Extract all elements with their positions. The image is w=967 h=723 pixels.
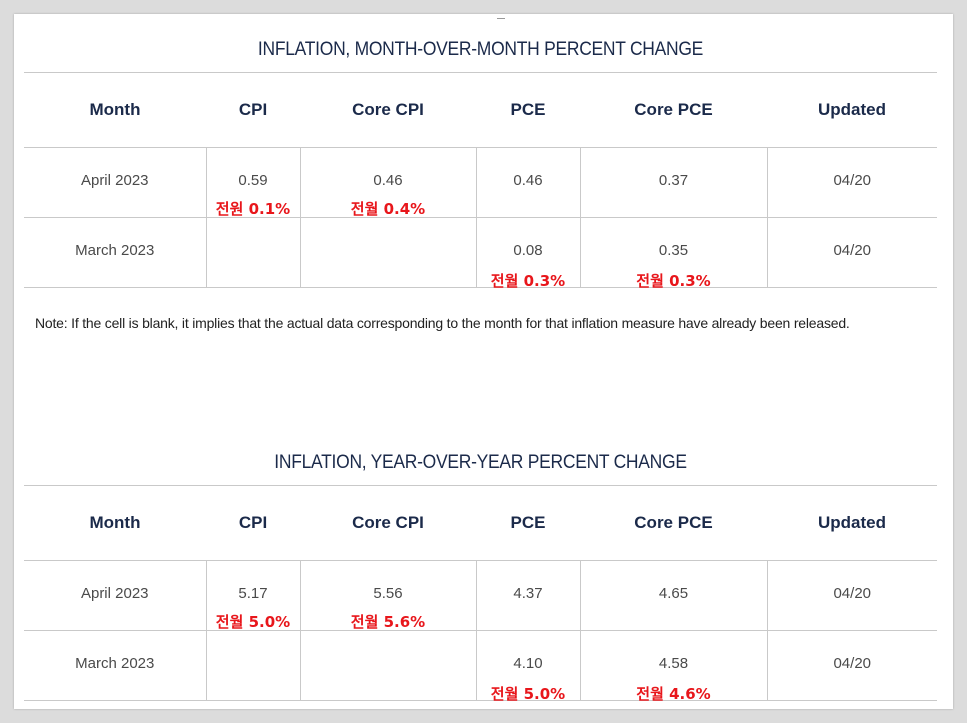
cell-pce: 0.08 전월 0.3% <box>475 217 580 290</box>
cell-core-cpi: 5.56 전월 5.6% <box>299 560 476 631</box>
cell-updated: 04/20 <box>766 147 937 218</box>
cell-pce: 0.46 <box>475 147 580 218</box>
table-row: March 2023 4.10 전월 5.0% 4.58 전월 4.6% 04/… <box>24 630 937 703</box>
cpi-annotation: 전원 0.1% <box>215 200 291 218</box>
cpi-annotation: 전월 5.0% <box>215 613 291 631</box>
blank-cell-note: Note: If the cell is blank, it implies t… <box>35 315 850 331</box>
cell-core-pce: 0.35 전월 0.3% <box>579 217 767 290</box>
cell-cpi: 5.17 전월 5.0% <box>205 560 300 631</box>
cell-cpi: 0.59 전원 0.1% <box>205 147 300 218</box>
header-updated: Updated <box>767 72 937 148</box>
cell-cpi <box>205 630 300 701</box>
header-cpi: CPI <box>206 485 300 561</box>
header-pce: PCE <box>476 485 580 561</box>
cell-month: March 2023 <box>24 217 206 288</box>
table-row: March 2023 0.08 전월 0.3% 0.35 전월 0.3% 04/… <box>24 217 937 290</box>
mom-table: Month CPI Core CPI PCE Core PCE Updated … <box>24 72 937 290</box>
yoy-title: INFLATION, YEAR-OVER-YEAR PERCENT CHANGE <box>274 452 687 473</box>
cell-month: April 2023 <box>24 560 206 631</box>
cell-month: March 2023 <box>24 630 206 701</box>
mom-header-row: Month CPI Core CPI PCE Core PCE Updated <box>24 72 937 148</box>
header-core-cpi: Core CPI <box>300 485 476 561</box>
table-row: April 2023 0.59 전원 0.1% 0.46 전월 0.4% 0.4… <box>24 147 937 218</box>
pce-annotation: 전월 5.0% <box>490 685 566 703</box>
table-row: April 2023 5.17 전월 5.0% 5.56 전월 5.6% 4.3… <box>24 560 937 631</box>
mom-section: INFLATION, MONTH-OVER-MONTH PERCENT CHAN… <box>24 28 937 290</box>
cell-updated: 04/20 <box>766 630 937 701</box>
cell-month: April 2023 <box>24 147 206 218</box>
cell-updated: 04/20 <box>766 560 937 631</box>
header-core-pce: Core PCE <box>580 72 767 148</box>
core-pce-annotation: 전월 0.3% <box>636 272 711 290</box>
content-panel: INFLATION, MONTH-OVER-MONTH PERCENT CHAN… <box>14 14 953 709</box>
mom-title: INFLATION, MONTH-OVER-MONTH PERCENT CHAN… <box>257 39 704 60</box>
header-updated: Updated <box>767 485 937 561</box>
yoy-header-row: Month CPI Core CPI PCE Core PCE Updated <box>24 485 937 561</box>
cell-updated: 04/20 <box>766 217 937 288</box>
header-cpi: CPI <box>206 72 300 148</box>
yoy-section: INFLATION, YEAR-OVER-YEAR PERCENT CHANGE… <box>24 441 937 703</box>
cell-core-cpi <box>299 217 476 288</box>
cell-core-pce: 4.65 <box>579 560 767 631</box>
header-month: Month <box>24 72 206 148</box>
cell-core-cpi: 0.46 전월 0.4% <box>299 147 476 218</box>
yoy-table: Month CPI Core CPI PCE Core PCE Updated … <box>24 485 937 703</box>
core-cpi-annotation: 전월 5.6% <box>350 613 426 631</box>
top-marker <box>497 14 505 19</box>
header-month: Month <box>24 485 206 561</box>
core-cpi-annotation: 전월 0.4% <box>350 200 426 218</box>
cell-pce: 4.10 전월 5.0% <box>475 630 580 703</box>
cell-core-pce: 4.58 전월 4.6% <box>579 630 767 703</box>
cell-pce: 4.37 <box>475 560 580 631</box>
cell-core-pce: 0.37 <box>579 147 767 218</box>
cell-cpi <box>205 217 300 288</box>
header-core-cpi: Core CPI <box>300 72 476 148</box>
pce-annotation: 전월 0.3% <box>490 272 566 290</box>
cell-core-cpi <box>299 630 476 701</box>
header-core-pce: Core PCE <box>580 485 767 561</box>
core-pce-annotation: 전월 4.6% <box>636 685 711 703</box>
header-pce: PCE <box>476 72 580 148</box>
